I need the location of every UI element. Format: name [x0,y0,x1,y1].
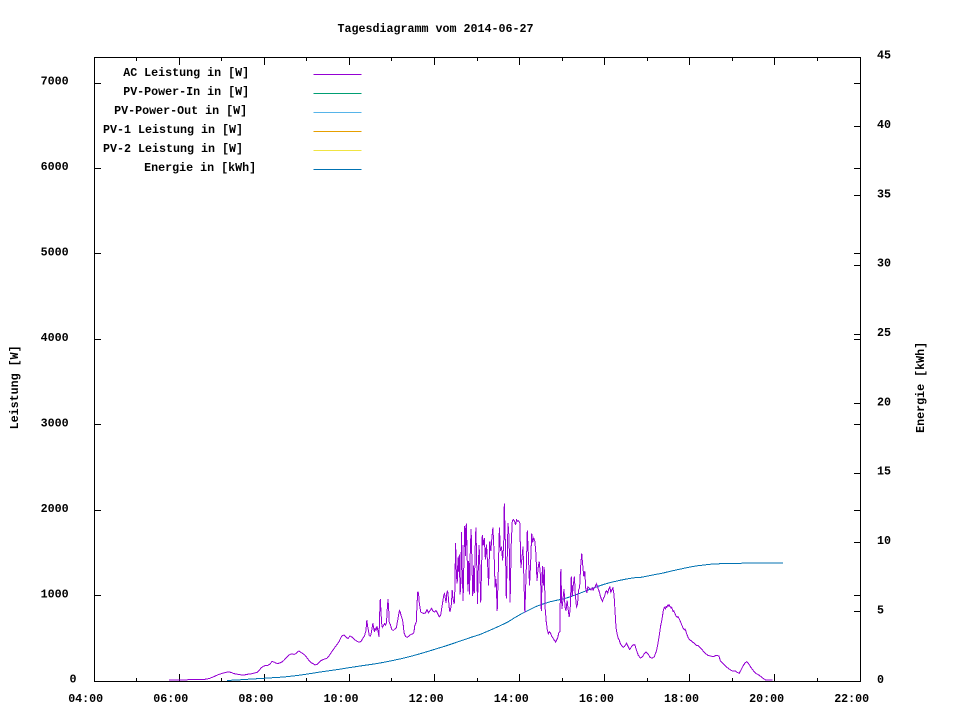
svg-text:06:00: 06:00 [153,692,188,706]
svg-text:12:00: 12:00 [409,692,444,706]
svg-text:14:00: 14:00 [494,692,529,706]
svg-text:Leistung [W]: Leistung [W] [8,345,22,429]
svg-text:0: 0 [877,673,884,687]
svg-text:6000: 6000 [41,160,69,174]
svg-text:10:00: 10:00 [324,692,359,706]
svg-text:7000: 7000 [41,75,69,89]
svg-text:22:00: 22:00 [834,692,869,706]
svg-text:Tagesdiagramm vom 2014-06-27: Tagesdiagramm vom 2014-06-27 [338,22,534,36]
svg-text:45: 45 [877,49,891,63]
svg-text:4000: 4000 [41,331,69,345]
svg-text:5: 5 [877,603,884,617]
svg-text:20:00: 20:00 [749,692,784,706]
svg-text:PV-Power-Out in [W]: PV-Power-Out in [W] [114,104,247,118]
svg-text:Energie in [kWh]: Energie in [kWh] [144,161,256,175]
svg-text:Energie [kWh]: Energie [kWh] [914,342,928,433]
svg-text:1000: 1000 [41,587,69,601]
svg-text:16:00: 16:00 [579,692,614,706]
svg-text:04:00: 04:00 [68,692,103,706]
svg-text:PV-1 Leistung in [W]: PV-1 Leistung in [W] [103,123,243,137]
svg-text:40: 40 [877,118,891,132]
svg-text:5000: 5000 [41,246,69,260]
svg-text:30: 30 [877,257,891,271]
svg-text:10: 10 [877,534,891,548]
svg-text:18:00: 18:00 [664,692,699,706]
svg-text:35: 35 [877,187,891,201]
svg-text:2000: 2000 [41,502,69,516]
svg-text:PV-Power-In in [W]: PV-Power-In in [W] [123,85,249,99]
svg-text:AC Leistung in [W]: AC Leistung in [W] [123,66,249,80]
svg-text:3000: 3000 [41,416,69,430]
svg-text:15: 15 [877,465,891,479]
svg-text:PV-2 Leistung in [W]: PV-2 Leistung in [W] [103,142,243,156]
svg-text:0: 0 [70,673,77,687]
svg-text:08:00: 08:00 [238,692,273,706]
svg-text:25: 25 [877,326,891,340]
svg-text:20: 20 [877,395,891,409]
